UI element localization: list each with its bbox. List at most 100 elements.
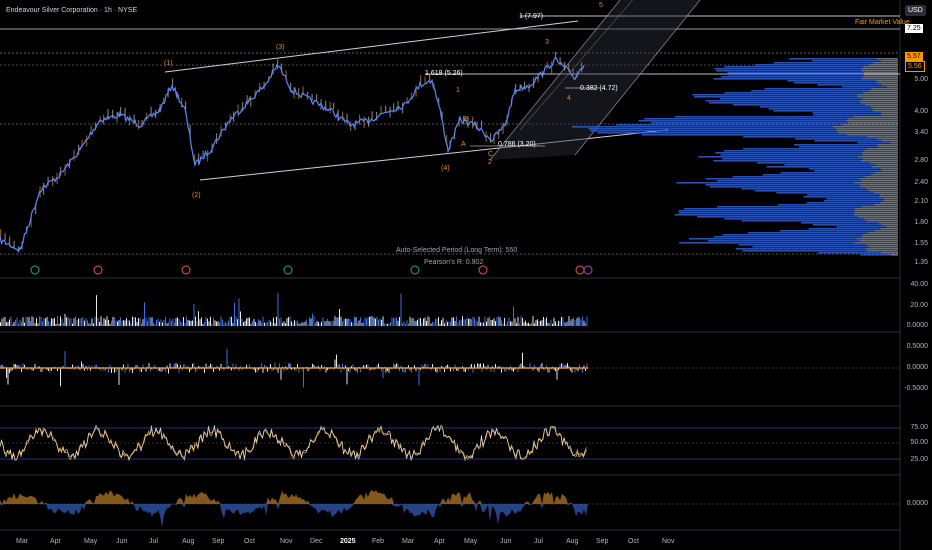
volume-profile-bar bbox=[752, 246, 869, 248]
volume-profile-bar bbox=[817, 84, 882, 86]
volume-profile-bar bbox=[597, 132, 838, 134]
volume-bar bbox=[546, 317, 547, 326]
volume-bar bbox=[295, 321, 297, 326]
volume-bar bbox=[418, 318, 420, 326]
volume-bar bbox=[577, 317, 579, 326]
volume-bar bbox=[414, 320, 415, 326]
volume-bar bbox=[76, 319, 78, 326]
volume-bar bbox=[427, 316, 429, 326]
time-axis-label: 2025 bbox=[340, 538, 356, 545]
volume-bar bbox=[9, 319, 10, 326]
oscillator-bar bbox=[534, 365, 535, 368]
volume-profile-bar bbox=[801, 222, 879, 224]
volume-bar bbox=[568, 316, 570, 326]
volume-bar bbox=[436, 318, 438, 326]
volume-bar bbox=[301, 322, 303, 326]
price-axis-label: 2.40 bbox=[914, 179, 928, 186]
price-candle bbox=[13, 240, 15, 250]
volume-bar bbox=[91, 318, 93, 326]
volume-profile-bar bbox=[678, 212, 855, 214]
volume-bar bbox=[181, 322, 183, 326]
time-axis-label: Nov bbox=[662, 538, 675, 545]
volume-bar bbox=[465, 319, 466, 326]
oscillator-bar bbox=[193, 363, 195, 368]
oscillator-bar bbox=[19, 364, 21, 368]
volume-profile-bar bbox=[776, 192, 874, 194]
volume-bar bbox=[463, 319, 465, 326]
volume-bar bbox=[247, 317, 249, 326]
volume-bar bbox=[276, 316, 277, 326]
price-candle bbox=[120, 106, 122, 116]
oscillator-bar bbox=[346, 368, 348, 385]
volume-bar bbox=[573, 317, 574, 326]
oscillator-bar bbox=[280, 368, 282, 380]
volume-bar bbox=[213, 317, 214, 326]
volume-bar bbox=[258, 319, 259, 326]
oscillator-bar bbox=[363, 365, 364, 368]
volume-profile-bar bbox=[713, 160, 862, 162]
osc-axis-label: -0.5000 bbox=[904, 385, 928, 392]
price-candle bbox=[246, 95, 248, 105]
oscillator-bar bbox=[10, 368, 12, 372]
volume-profile-bar bbox=[742, 250, 867, 252]
oscillator-bar bbox=[273, 368, 274, 370]
volume-bar bbox=[483, 322, 484, 326]
oscillator-bar bbox=[81, 361, 82, 368]
oscillator-bar bbox=[517, 368, 519, 373]
volume-bar bbox=[177, 317, 178, 326]
fib-0786-label: 0.786 (3.20) bbox=[498, 141, 536, 148]
volume-profile-bar bbox=[683, 208, 856, 210]
volume-profile-bar bbox=[641, 134, 847, 136]
oscillator-bar bbox=[561, 363, 562, 368]
volume-bar bbox=[175, 318, 177, 326]
oscillator-bar bbox=[430, 368, 432, 371]
oscillator-bar bbox=[132, 368, 133, 373]
oscillator-bar bbox=[474, 364, 475, 368]
price-candle bbox=[368, 116, 370, 127]
volume-profile-bar bbox=[709, 186, 861, 188]
volume-bar bbox=[564, 322, 565, 326]
oscillator-bar bbox=[444, 368, 445, 373]
time-axis-label: Jul bbox=[149, 538, 158, 545]
subwave-a-label: A bbox=[461, 141, 466, 148]
volume-profile-bar bbox=[812, 60, 881, 62]
volume-bar bbox=[327, 318, 328, 326]
price-candle bbox=[86, 135, 88, 147]
volume-bar bbox=[330, 321, 331, 326]
volume-bar bbox=[174, 322, 175, 326]
oscillator-bar bbox=[142, 364, 144, 368]
volume-bar bbox=[507, 321, 508, 326]
volume-bar bbox=[408, 323, 409, 326]
oscillator-bar bbox=[223, 368, 225, 371]
volume-bar bbox=[552, 323, 553, 326]
oscillator-bar bbox=[486, 368, 487, 371]
oscillator-bar bbox=[175, 363, 177, 368]
volume-profile-bar bbox=[812, 224, 881, 226]
volume-profile-bar bbox=[869, 190, 898, 192]
oscillator-bar bbox=[240, 366, 241, 368]
volume-bar bbox=[532, 316, 534, 326]
volume-profile-bar bbox=[863, 66, 898, 68]
volume-bar bbox=[94, 316, 96, 326]
volume-bar bbox=[151, 317, 153, 326]
price-candle bbox=[420, 75, 422, 86]
volume-profile-bar bbox=[862, 158, 898, 160]
earnings-markers[interactable] bbox=[30, 265, 593, 275]
volume-bar bbox=[201, 317, 202, 326]
volume-profile-bar bbox=[864, 176, 898, 178]
volume-bar bbox=[51, 318, 52, 326]
volume-profile-bar bbox=[793, 82, 878, 84]
currency-button[interactable]: USD bbox=[905, 5, 926, 16]
volume-profile-bar bbox=[814, 140, 882, 142]
oscillator-bar bbox=[210, 363, 211, 368]
volume-bar bbox=[165, 317, 166, 326]
price-candle bbox=[438, 97, 440, 105]
volume-bar bbox=[88, 323, 90, 326]
oscillator-bar bbox=[387, 368, 388, 371]
volume-bar bbox=[235, 316, 237, 326]
volume-profile-bar bbox=[698, 156, 859, 158]
volume-bar bbox=[100, 316, 102, 326]
oscillator-bar bbox=[178, 368, 180, 373]
price-candle bbox=[467, 117, 469, 128]
